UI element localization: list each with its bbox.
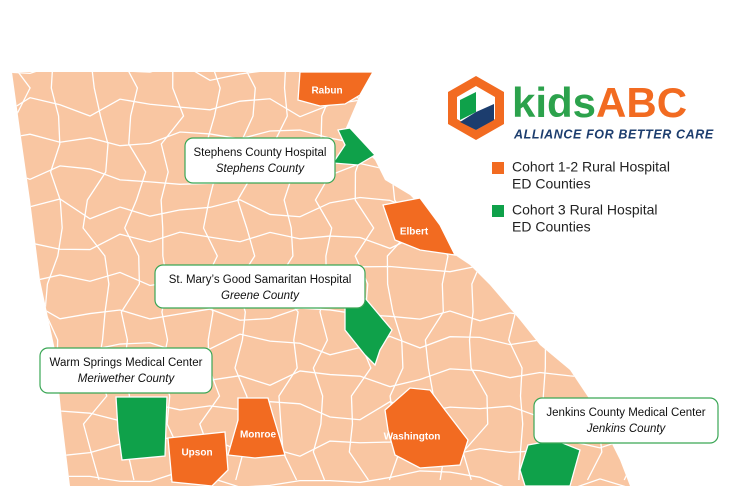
county-border (199, 72, 221, 481)
county (344, 297, 393, 367)
legend-label: ED Counties (512, 219, 591, 235)
callout-box (154, 264, 366, 309)
logo: kidsABC ALLIANCE FOR BETTER CARE (448, 76, 714, 141)
callout-hospital: St. Mary’s Good Samaritan Hospital (169, 274, 352, 286)
callout-county: Greene County (221, 290, 300, 302)
county (382, 197, 457, 256)
callout-hospital: Warm Springs Medical Center (50, 357, 203, 369)
county (384, 387, 469, 469)
callout-county: Stephens County (216, 163, 305, 175)
callout-box (533, 397, 719, 444)
callout-box (39, 347, 213, 394)
county (115, 396, 168, 461)
county-border (272, 72, 299, 481)
callout-hospital: Jenkins County Medical Center (546, 407, 705, 419)
county-label: Rabun (311, 86, 342, 97)
county (227, 397, 286, 459)
legend-label: ED Counties (512, 176, 591, 192)
county-border (312, 72, 335, 481)
legend-label: Cohort 1-2 Rural Hospital (512, 159, 670, 175)
legend-swatch (492, 162, 504, 174)
county-label: Monroe (240, 430, 277, 441)
county-label: Elbert (400, 227, 429, 238)
county-border (160, 72, 185, 481)
county (519, 439, 581, 486)
callout-county: Meriwether County (78, 373, 176, 385)
callout-county: Jenkins County (586, 423, 667, 435)
logo-abc: ABC (596, 79, 687, 126)
callout-box (184, 137, 336, 184)
county (297, 71, 375, 107)
callouts: Stephens County Hospital Stephens County S… (39, 137, 719, 444)
logo-tagline: ALLIANCE FOR BETTER CARE (513, 127, 714, 141)
county (331, 127, 377, 166)
county-label: Washington (384, 432, 441, 443)
legend-label: Cohort 3 Rural Hospital (512, 202, 658, 218)
county-label: Upson (181, 448, 212, 459)
logo-icon (460, 92, 476, 120)
logo-kids: kids (512, 79, 596, 126)
county-border (12, 470, 630, 486)
callout-hospital: Stephens County Hospital (194, 147, 327, 159)
legend-swatch (492, 205, 504, 217)
counties: Rabun Elbert Upson Monroe Washington (115, 71, 581, 486)
logo-icon (460, 104, 494, 130)
logo-text: kidsABC (512, 79, 687, 126)
county-border (82, 72, 110, 481)
county (167, 431, 229, 486)
